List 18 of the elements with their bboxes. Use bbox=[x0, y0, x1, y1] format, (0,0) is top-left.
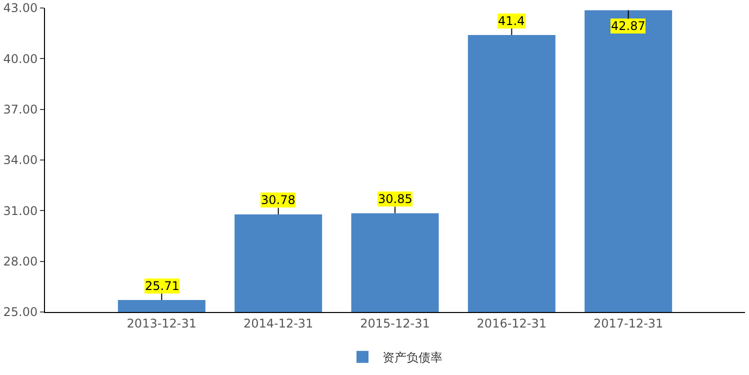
x-tick-label: 2013-12-31 bbox=[126, 316, 197, 330]
data-label: 41.4 bbox=[498, 14, 525, 28]
y-tick-label: 43.00 bbox=[3, 1, 38, 16]
y-tick-label: 37.00 bbox=[3, 102, 38, 117]
y-tick-label: 31.00 bbox=[3, 204, 38, 218]
y-tick-label: 40.00 bbox=[3, 52, 38, 66]
data-label: 25.71 bbox=[145, 279, 180, 293]
y-tick-label: 25.00 bbox=[3, 305, 38, 320]
x-tick-label: 2015-12-31 bbox=[360, 316, 430, 330]
x-tick-label: 2016-12-31 bbox=[476, 316, 547, 330]
x-tick-label: 2014-12-31 bbox=[243, 316, 314, 330]
y-tick-label: 34.00 bbox=[3, 153, 38, 168]
data-label: 30.78 bbox=[261, 193, 296, 207]
y-tick-label: 28.00 bbox=[3, 254, 38, 269]
x-tick-label: 2017-12-31 bbox=[593, 316, 664, 330]
data-label: 30.85 bbox=[378, 192, 412, 206]
data-label: 42.87 bbox=[611, 19, 646, 33]
legend-label: 资产负债率 bbox=[382, 350, 442, 365]
